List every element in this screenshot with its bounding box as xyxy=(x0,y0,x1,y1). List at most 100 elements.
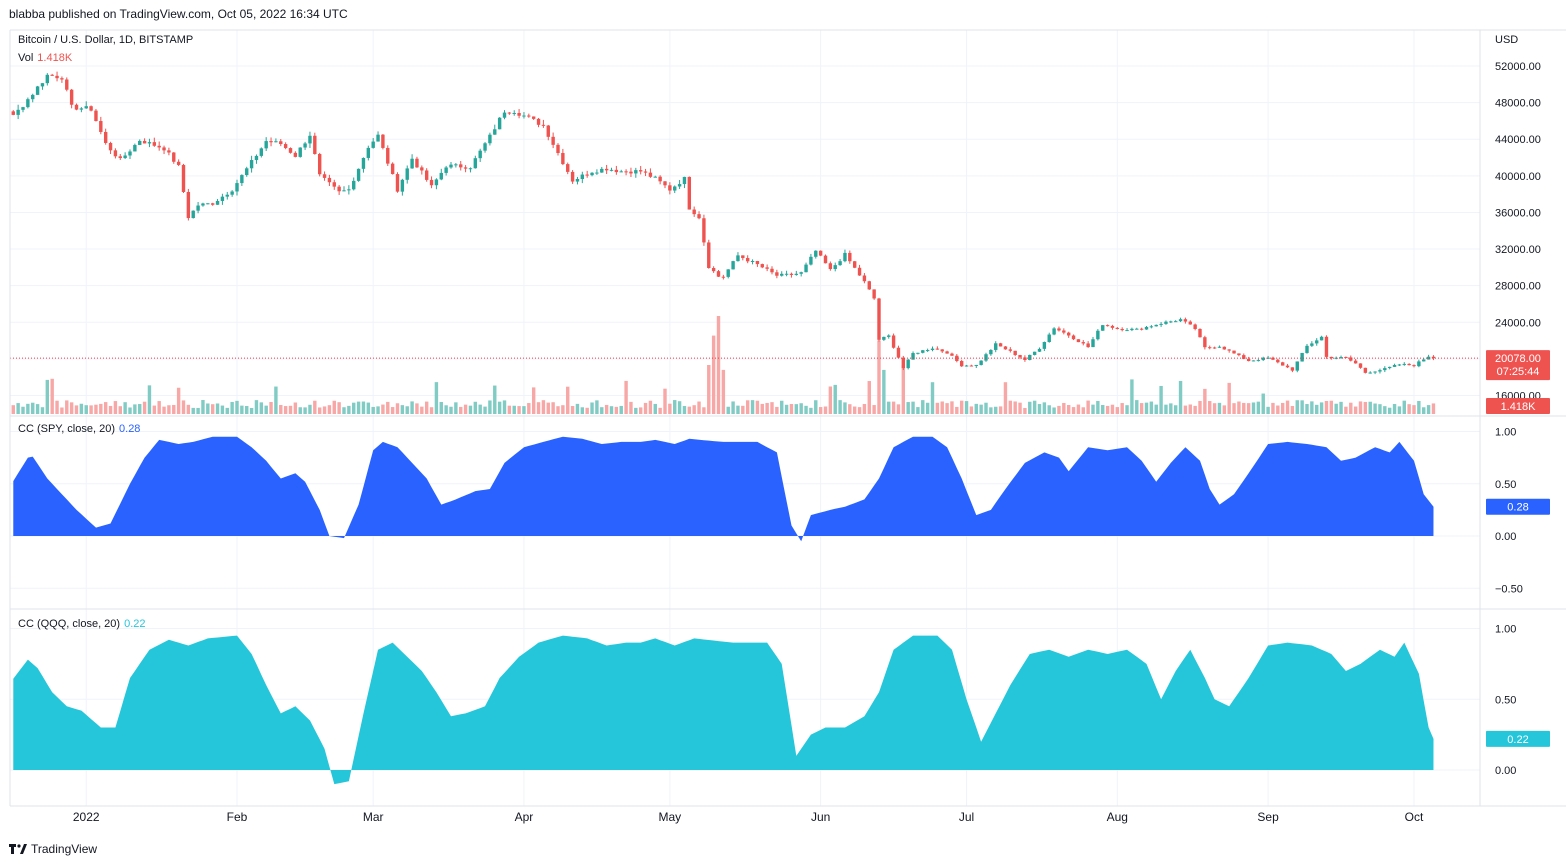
candle-body xyxy=(1154,324,1158,327)
volume-bar xyxy=(702,407,706,414)
candle-body xyxy=(979,360,983,365)
candle-body xyxy=(697,214,701,219)
candle-body xyxy=(1329,356,1334,359)
volume-bar xyxy=(916,407,920,414)
candle-body xyxy=(1149,326,1154,328)
candle-body xyxy=(541,124,546,126)
candle-body xyxy=(342,190,346,192)
volume-bar xyxy=(765,402,769,414)
candle-body xyxy=(629,171,633,174)
volume-value: 1.418K xyxy=(37,52,73,64)
volume-bar xyxy=(1217,402,1222,414)
volume-bar xyxy=(780,400,784,414)
candle-body xyxy=(65,79,69,90)
volume-bar xyxy=(1130,379,1134,414)
candle-body xyxy=(1120,328,1124,331)
candle-body xyxy=(79,108,84,110)
candle-body xyxy=(1066,332,1071,336)
candle-body xyxy=(546,125,550,137)
spy-area-path xyxy=(13,436,1434,542)
candle-body xyxy=(901,357,906,369)
candle-body xyxy=(1426,356,1431,360)
volume-bar xyxy=(210,404,215,414)
price-tick-label: 48000.00 xyxy=(1495,98,1541,110)
candle-body xyxy=(308,135,312,144)
volume-bar xyxy=(945,403,949,414)
volume-bar xyxy=(527,403,531,414)
candle-body xyxy=(390,163,395,175)
candle-body xyxy=(1110,325,1115,328)
candle-body xyxy=(998,343,1003,347)
candle-body xyxy=(755,260,760,265)
candle-body xyxy=(1135,328,1139,330)
volume-bar xyxy=(274,386,278,414)
candle-body xyxy=(74,104,79,110)
volume-bar xyxy=(1028,401,1032,414)
candle-body xyxy=(945,351,949,354)
candle-body xyxy=(327,177,332,183)
volume-bar xyxy=(386,401,390,414)
volume-bar xyxy=(930,382,935,414)
volume-bar xyxy=(741,405,745,414)
volume-bar xyxy=(1052,407,1056,414)
volume-bar xyxy=(206,403,210,414)
candle-body xyxy=(1295,361,1299,371)
candle-body xyxy=(1139,328,1144,330)
volume-bar xyxy=(103,402,108,414)
volume-bar xyxy=(113,401,118,414)
volume-bar xyxy=(1183,405,1188,414)
candle-body xyxy=(1144,326,1149,330)
volume-bar xyxy=(1285,400,1290,414)
volume-bar xyxy=(643,402,648,414)
price-tick-label: 36000.00 xyxy=(1495,207,1541,219)
candle-body xyxy=(240,175,244,184)
candle-body xyxy=(843,252,847,262)
volume-bar xyxy=(317,407,322,414)
candle-body xyxy=(356,168,361,181)
volume-bar xyxy=(468,405,473,414)
candle-body xyxy=(439,172,443,180)
candle-body xyxy=(454,164,458,166)
price-tick-label: 32000.00 xyxy=(1495,244,1541,256)
candle-body xyxy=(429,179,434,186)
candle-body xyxy=(950,353,954,356)
volume-bar xyxy=(1208,401,1212,414)
candle-body xyxy=(45,74,50,84)
candle-body xyxy=(1062,330,1066,333)
volume-bar xyxy=(721,369,726,414)
volume-bar xyxy=(1276,405,1280,414)
candle-body xyxy=(887,335,891,337)
spy-tick-label: 0.50 xyxy=(1495,479,1516,491)
volume-bar xyxy=(1042,402,1047,414)
volume-bar xyxy=(191,407,195,414)
candle-body xyxy=(245,168,249,176)
volume-bar xyxy=(1115,407,1120,414)
volume-bar xyxy=(857,407,862,414)
candle-body xyxy=(1183,319,1188,322)
candle-body xyxy=(935,348,940,350)
candle-body xyxy=(711,268,716,272)
volume-bar xyxy=(181,400,186,414)
candlesticks[interactable] xyxy=(10,71,1480,375)
volume-bar xyxy=(410,401,414,414)
volume-bar xyxy=(984,402,988,414)
volume-bar xyxy=(308,404,312,414)
candle-body xyxy=(857,267,862,276)
volume-bar xyxy=(1237,401,1241,414)
candle-body xyxy=(381,134,385,148)
candle-body xyxy=(1315,340,1319,344)
candle-body xyxy=(638,170,643,172)
footer-brand[interactable]: TradingView xyxy=(9,842,97,856)
candle-body xyxy=(1178,319,1183,322)
x-tick-label: Aug xyxy=(1107,810,1128,824)
spy-tick-label: 0.00 xyxy=(1495,531,1516,543)
volume-bar xyxy=(1387,407,1392,414)
volume-bar xyxy=(716,316,721,414)
candle-body xyxy=(595,172,599,174)
volume-bar xyxy=(682,406,687,414)
volume-bar xyxy=(1198,400,1202,414)
volume-bar xyxy=(687,406,692,414)
volume-bar xyxy=(497,401,502,414)
volume-bar xyxy=(1135,400,1139,414)
